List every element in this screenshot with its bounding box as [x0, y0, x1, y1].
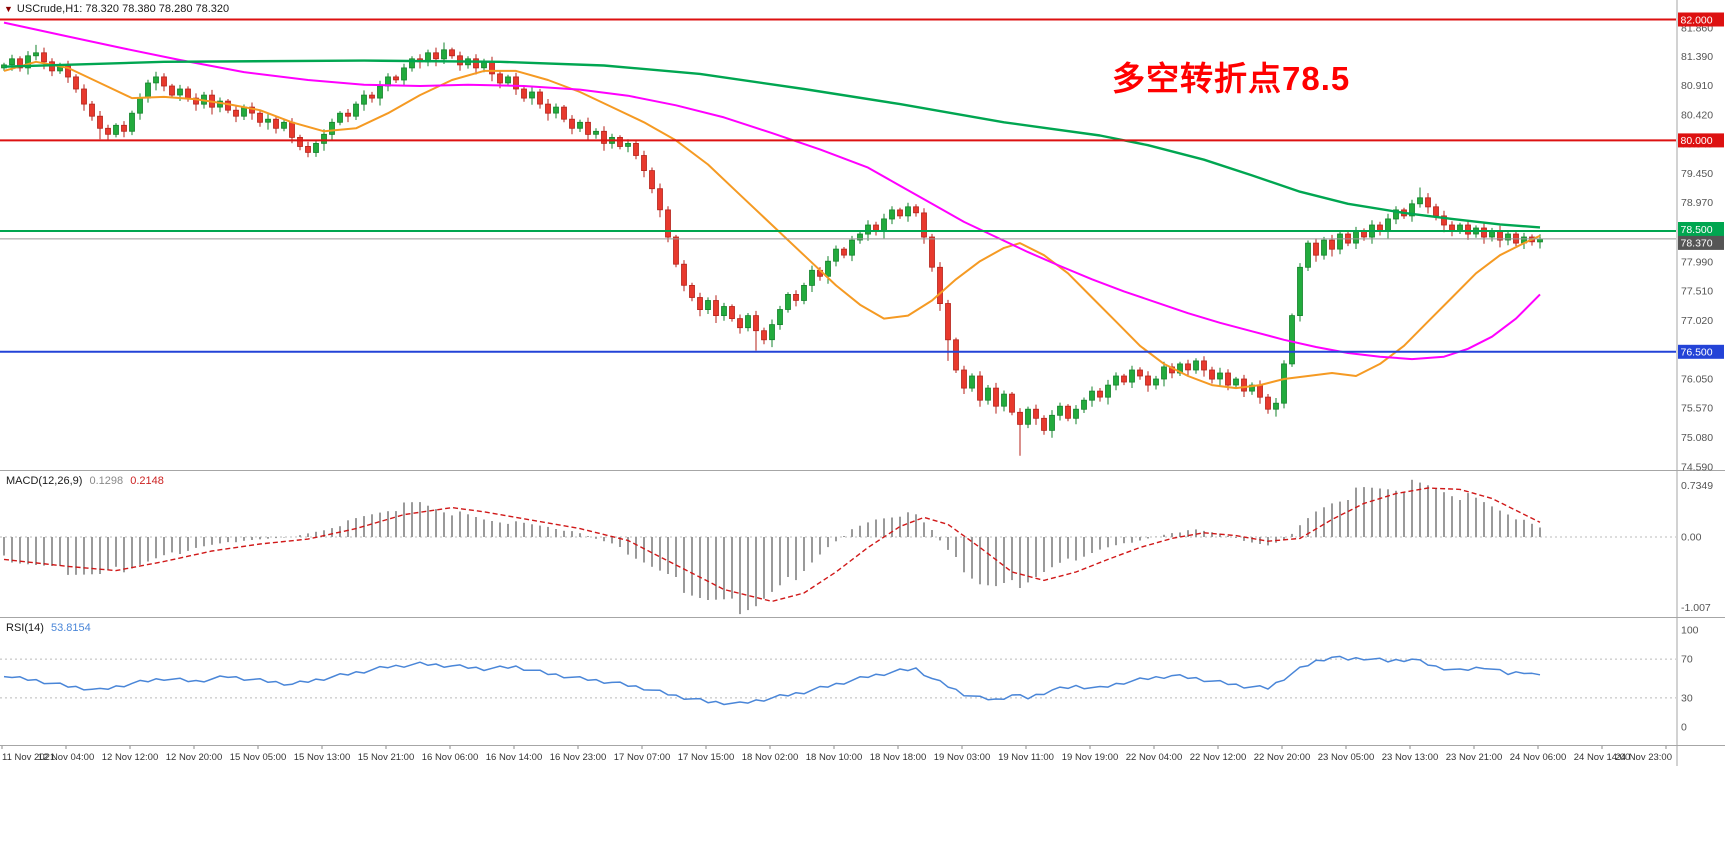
- price-axis[interactable]: [1677, 0, 1725, 768]
- svg-text:22 Nov 20:00: 22 Nov 20:00: [1254, 752, 1311, 763]
- macd-pane-layer: [0, 479, 1676, 615]
- svg-text:16 Nov 14:00: 16 Nov 14:00: [486, 752, 543, 763]
- svg-text:19 Nov 11:00: 19 Nov 11:00: [998, 752, 1054, 763]
- macd-signal-value: 0.2148: [130, 475, 164, 487]
- svg-text:76.500: 76.500: [1681, 347, 1713, 359]
- svg-text:81.390: 81.390: [1681, 51, 1713, 63]
- svg-text:77.020: 77.020: [1681, 315, 1713, 327]
- moving-averages-layer: [3, 21, 1541, 390]
- svg-text:70: 70: [1681, 654, 1693, 666]
- svg-text:11 Nov 2021: 11 Nov 2021: [2, 752, 55, 763]
- candles-layer: [1, 42, 1543, 456]
- rsi-line: [3, 655, 1541, 706]
- rsi-pane-layer: [0, 655, 1676, 706]
- time-axis[interactable]: [0, 746, 1677, 772]
- svg-text:23 Nov 13:00: 23 Nov 13:00: [1382, 752, 1439, 763]
- price-axis-labels: 81.86081.39080.91080.42079.94079.45078.9…: [1678, 12, 1724, 734]
- frame-layer: [0, 0, 1725, 766]
- symbol-marker-icon: ▼: [4, 3, 13, 14]
- svg-text:74.590: 74.590: [1681, 462, 1713, 474]
- svg-text:12 Nov 20:00: 12 Nov 20:00: [166, 752, 223, 763]
- svg-text:19 Nov 03:00: 19 Nov 03:00: [934, 752, 991, 763]
- svg-text:24 Nov 14:00: 24 Nov 14:00: [1574, 752, 1631, 763]
- svg-text:16 Nov 06:00: 16 Nov 06:00: [422, 752, 479, 763]
- svg-text:22 Nov 12:00: 22 Nov 12:00: [1190, 752, 1247, 763]
- svg-text:30: 30: [1681, 692, 1693, 704]
- price-levels-layer: [0, 18, 1676, 353]
- svg-text:18 Nov 02:00: 18 Nov 02:00: [742, 752, 799, 763]
- svg-text:76.050: 76.050: [1681, 374, 1713, 386]
- svg-text:78.370: 78.370: [1681, 238, 1713, 250]
- svg-text:22 Nov 04:00: 22 Nov 04:00: [1126, 752, 1183, 763]
- svg-text:19 Nov 19:00: 19 Nov 19:00: [1062, 752, 1119, 763]
- svg-text:12 Nov 04:00: 12 Nov 04:00: [38, 752, 95, 763]
- svg-text:77.510: 77.510: [1681, 285, 1713, 297]
- rsi-indicator-label: RSI(14) 53.8154: [6, 622, 91, 634]
- svg-text:77.990: 77.990: [1681, 256, 1713, 268]
- svg-text:80.420: 80.420: [1681, 110, 1713, 122]
- axis-level-badge: [1678, 12, 1724, 27]
- svg-text:15 Nov 05:00: 15 Nov 05:00: [230, 752, 287, 763]
- svg-text:80.000: 80.000: [1681, 135, 1713, 147]
- svg-text:18 Nov 18:00: 18 Nov 18:00: [870, 752, 927, 763]
- svg-text:100: 100: [1681, 625, 1699, 637]
- ma-green-line: [3, 59, 1541, 229]
- macd-signal-line: [3, 487, 1541, 603]
- svg-text:0.7349: 0.7349: [1681, 480, 1713, 492]
- axis-level-badge: [1678, 133, 1724, 148]
- svg-text:75.570: 75.570: [1681, 403, 1713, 415]
- svg-text:75.080: 75.080: [1681, 432, 1713, 444]
- axis-level-badge: [1678, 222, 1724, 236]
- macd-indicator-label: MACD(12,26,9) 0.1298 0.2148: [6, 475, 164, 487]
- ma-magenta-line: [3, 21, 1541, 361]
- svg-text:24 Nov 06:00: 24 Nov 06:00: [1510, 752, 1567, 763]
- axis-level-badge: [1678, 344, 1724, 359]
- svg-text:23 Nov 05:00: 23 Nov 05:00: [1318, 752, 1375, 763]
- svg-text:0.00: 0.00: [1681, 532, 1702, 544]
- svg-text:78.500: 78.500: [1681, 224, 1713, 236]
- svg-text:18 Nov 10:00: 18 Nov 10:00: [806, 752, 863, 763]
- macd-main-value: 0.1298: [89, 475, 124, 487]
- rsi-value: 53.8154: [50, 622, 91, 634]
- svg-text:17 Nov 07:00: 17 Nov 07:00: [614, 752, 671, 763]
- annotation-text[interactable]: 多空转折点78.5: [1112, 60, 1351, 97]
- macd-name: MACD(12,26,9): [6, 475, 83, 487]
- ma-orange-line: [3, 60, 1541, 390]
- svg-text:80.910: 80.910: [1681, 80, 1713, 92]
- svg-text:16 Nov 23:00: 16 Nov 23:00: [550, 752, 607, 763]
- svg-text:78.970: 78.970: [1681, 197, 1713, 209]
- svg-text:0: 0: [1681, 722, 1687, 734]
- axis-level-badge: [1678, 235, 1724, 250]
- chart-ohlc-header: ▼ USCrude,H1: 78.320 78.380 78.280 78.32…: [4, 3, 229, 15]
- svg-text:82.000: 82.000: [1681, 14, 1713, 26]
- svg-text:12 Nov 12:00: 12 Nov 12:00: [102, 752, 159, 763]
- ohlc-text: USCrude,H1: 78.320 78.380 78.280 78.320: [16, 3, 230, 15]
- svg-text:15 Nov 13:00: 15 Nov 13:00: [294, 752, 351, 763]
- svg-text:17 Nov 15:00: 17 Nov 15:00: [678, 752, 735, 763]
- svg-text:24 Nov 23:00: 24 Nov 23:00: [1615, 752, 1672, 763]
- svg-text:79.450: 79.450: [1681, 168, 1713, 180]
- rsi-name: RSI(14): [6, 622, 44, 634]
- svg-text:15 Nov 21:00: 15 Nov 21:00: [358, 752, 415, 763]
- svg-text:23 Nov 21:00: 23 Nov 21:00: [1446, 752, 1503, 763]
- svg-text:-1.007: -1.007: [1681, 602, 1711, 614]
